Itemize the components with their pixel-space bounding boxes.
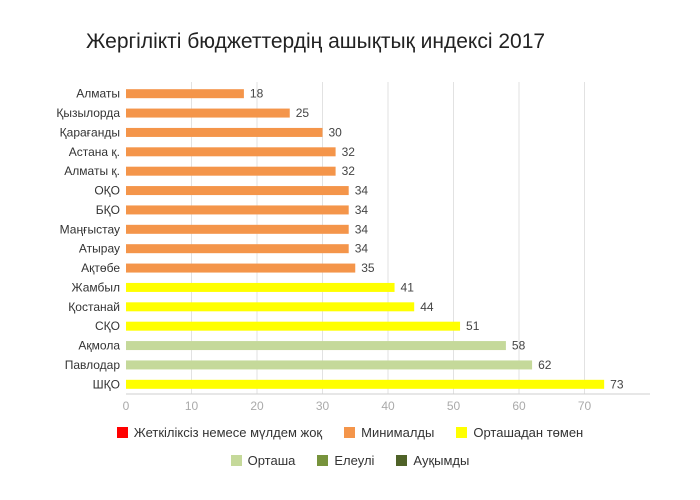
category-label: Ақтөбе [81,261,120,275]
bar [126,244,349,254]
legend-label: Ауқымды [413,453,470,468]
x-tick-label: 70 [578,399,592,413]
category-label: Павлодар [65,358,121,372]
legend-label: Елеулі [334,453,375,468]
category-label: Астана қ. [69,145,120,159]
legend-label: Орташадан төмен [473,425,584,440]
data-label: 34 [355,184,369,198]
data-label: 34 [355,203,369,217]
category-label: Қостанай [68,300,120,314]
bar [126,89,244,99]
legend-row-2: Орташа Елеулі Ауқымды [0,453,700,468]
legend-item-below-average[interactable]: Орташадан төмен [456,425,583,440]
category-label: Атырау [79,242,120,256]
legend-swatch [456,427,468,438]
legend-swatch [317,455,329,466]
data-label: 32 [342,164,356,178]
category-label: Жамбыл [71,280,120,294]
data-label: 62 [538,358,552,372]
category-label: Маңғыстау [60,222,120,236]
legend-item-significant[interactable]: Елеулі [317,453,374,468]
bar [126,166,336,176]
x-tick-label: 0 [123,399,130,413]
bar [126,341,506,351]
bar [126,379,605,389]
x-tick-label: 50 [447,399,461,413]
x-tick-label: 60 [512,399,526,413]
bar [126,127,323,137]
bar [126,224,349,234]
bar [126,205,349,215]
legend-item-average[interactable]: Орташа [230,453,296,468]
data-label: 35 [361,261,375,275]
data-label: 30 [329,125,343,139]
category-label: Қызылорда [56,106,120,120]
bar [126,321,461,331]
category-label: СҚО [95,319,120,333]
category-label: Алматы қ. [64,164,120,178]
legend-label: Минималды [361,425,435,440]
legend-swatch [344,427,356,438]
bar [126,282,395,292]
x-tick-label: 30 [316,399,330,413]
bar [126,360,533,370]
data-label: 58 [512,339,526,353]
category-label: Ақмола [78,339,120,353]
legend-row-1: Жеткіліксіз немесе мүлдем жоқ Минималды … [0,425,700,440]
category-label: Алматы [76,87,120,101]
data-label: 25 [296,106,310,120]
legend-item-insufficient[interactable]: Жеткіліксіз немесе мүлдем жоқ [116,425,323,440]
category-label: ШҚО [93,377,120,391]
x-tick-label: 20 [250,399,264,413]
data-label: 73 [610,377,624,391]
data-label: 34 [355,222,369,236]
x-tick-label: 10 [185,399,199,413]
bar [126,186,349,196]
bar-chart: 0 10 20 30 40 50 60 70 Алматы 18 Қызылорда 25 Қараға… [56,82,650,413]
category-label: Қарағанды [60,125,120,139]
x-tick-label: 40 [381,399,395,413]
data-label: 51 [466,319,480,333]
data-label: 41 [401,280,415,294]
chart-title: Жергілікті бюджеттердің ашықтық индексі … [86,30,546,53]
legend-swatch [230,455,242,466]
bar [126,108,290,118]
bar [126,147,336,157]
legend-item-extensive[interactable]: Ауқымды [396,453,469,468]
legend-swatch [116,427,128,438]
category-label: ОҚО [94,184,120,198]
legend-swatch [396,455,408,466]
legend-label: Жеткіліксіз немесе мүлдем жоқ [133,425,323,440]
bar [126,263,356,273]
category-label: БҚО [96,203,120,217]
legend-item-minimal[interactable]: Минималды [344,425,434,440]
bar [126,302,415,312]
legend-label: Орташа [247,453,296,468]
data-label: 32 [342,145,356,159]
data-label: 18 [250,87,264,101]
data-label: 44 [420,300,434,314]
data-label: 34 [355,242,369,256]
